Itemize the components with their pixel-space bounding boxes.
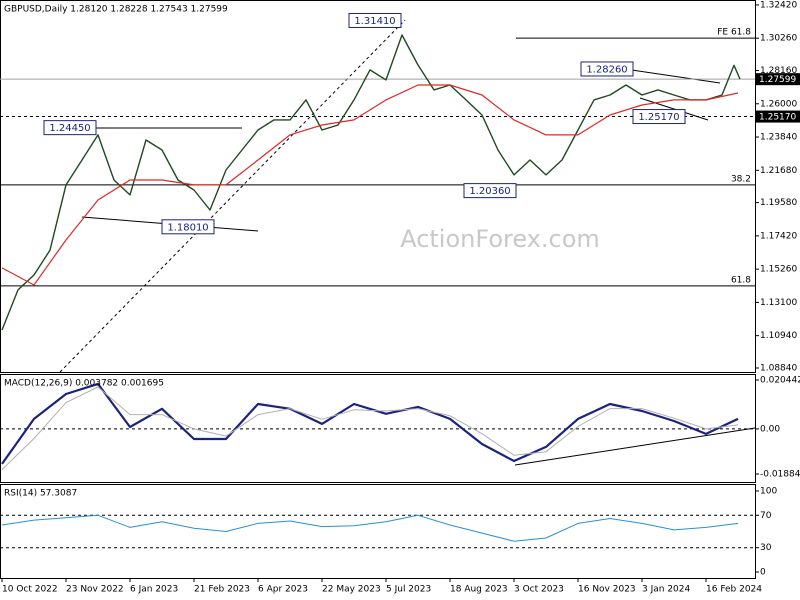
x-tick-label: 16 Nov 2023 [578,585,636,595]
level-label: 61.8 [731,275,751,285]
x-tick-label: 6 Jan 2023 [130,585,178,595]
level-label: FE 61.8 [717,28,751,38]
series-line [1,514,739,542]
level-label: 38.2 [731,174,751,184]
y-tick-label: 70 [760,511,772,521]
price-label: 1.20360 [469,186,510,197]
axis-price-label: 1.27599 [759,75,796,85]
y-tick-label: -0.01884 [760,470,800,480]
x-tick-label: 23 Nov 2022 [66,585,124,595]
panel-title: RSI(14) 57.3087 [4,489,77,499]
y-tick-label: 0.020442 [760,376,800,386]
trend-line [514,427,756,466]
x-tick-label: 6 Apr 2023 [258,585,308,595]
price-label-box [632,109,686,125]
price-label-box [348,12,402,28]
price-label: 1.28260 [586,64,627,75]
y-tick-label: 30 [760,543,772,553]
x-tick-label: 3 Oct 2023 [514,585,564,595]
y-tick-label: 100 [760,486,777,496]
y-tick-label: 1.30260 [760,34,797,44]
y-tick-label: 1.21680 [760,166,797,176]
panel-frame [0,0,756,373]
watermark: ActionForex.com [400,225,600,253]
price-label: 1.18010 [167,222,208,233]
price-label: 1.24450 [49,123,90,134]
panel-title: GBPUSD,Daily 1.28120 1.28228 1.27543 1.2… [4,5,228,15]
series-line [1,382,739,465]
x-tick-label: 5 Jul 2023 [386,585,431,595]
x-tick-label: 22 May 2023 [322,585,381,595]
y-tick-label: 1.15260 [760,265,797,275]
y-tick-label: 0 [760,568,766,578]
y-tick-label: 1.13100 [760,298,797,308]
y-tick-label: 1.32420 [760,0,797,10]
series-line [1,386,739,470]
x-tick-label: 21 Feb 2023 [194,585,250,595]
y-tick-label: 1.26000 [760,99,797,109]
y-tick-label: 1.23840 [760,133,797,143]
axis-price-box [756,110,800,123]
series-line [1,34,741,331]
x-tick-label: 16 Feb 2024 [706,585,762,595]
y-tick-label: 0.00 [760,424,780,434]
y-tick-label: 1.28160 [760,66,797,76]
axis-price-box [756,73,800,86]
price-label-box [463,183,517,199]
price-label-box [580,61,634,77]
price-label: 1.25170 [638,112,679,123]
series-line [1,84,739,286]
panel-frame [0,484,756,579]
price-label-box [43,120,97,136]
x-tick-label: 3 Jan 2024 [642,585,690,595]
y-tick-label: 1.17420 [760,231,797,241]
price-label-box [161,219,215,235]
axis-price-label: 1.25170 [759,113,796,123]
y-tick-label: 1.19580 [760,198,797,208]
panel-title: MACD(12,26,9) 0.003782 0.001695 [4,379,164,389]
y-tick-label: 1.10940 [760,331,797,341]
x-tick-label: 10 Oct 2022 [2,585,58,595]
y-tick-label: 1.08840 [760,363,797,373]
price-label: 1.31410 [354,16,395,27]
trend-line [631,69,721,84]
x-tick-label: 18 Aug 2023 [450,585,508,595]
